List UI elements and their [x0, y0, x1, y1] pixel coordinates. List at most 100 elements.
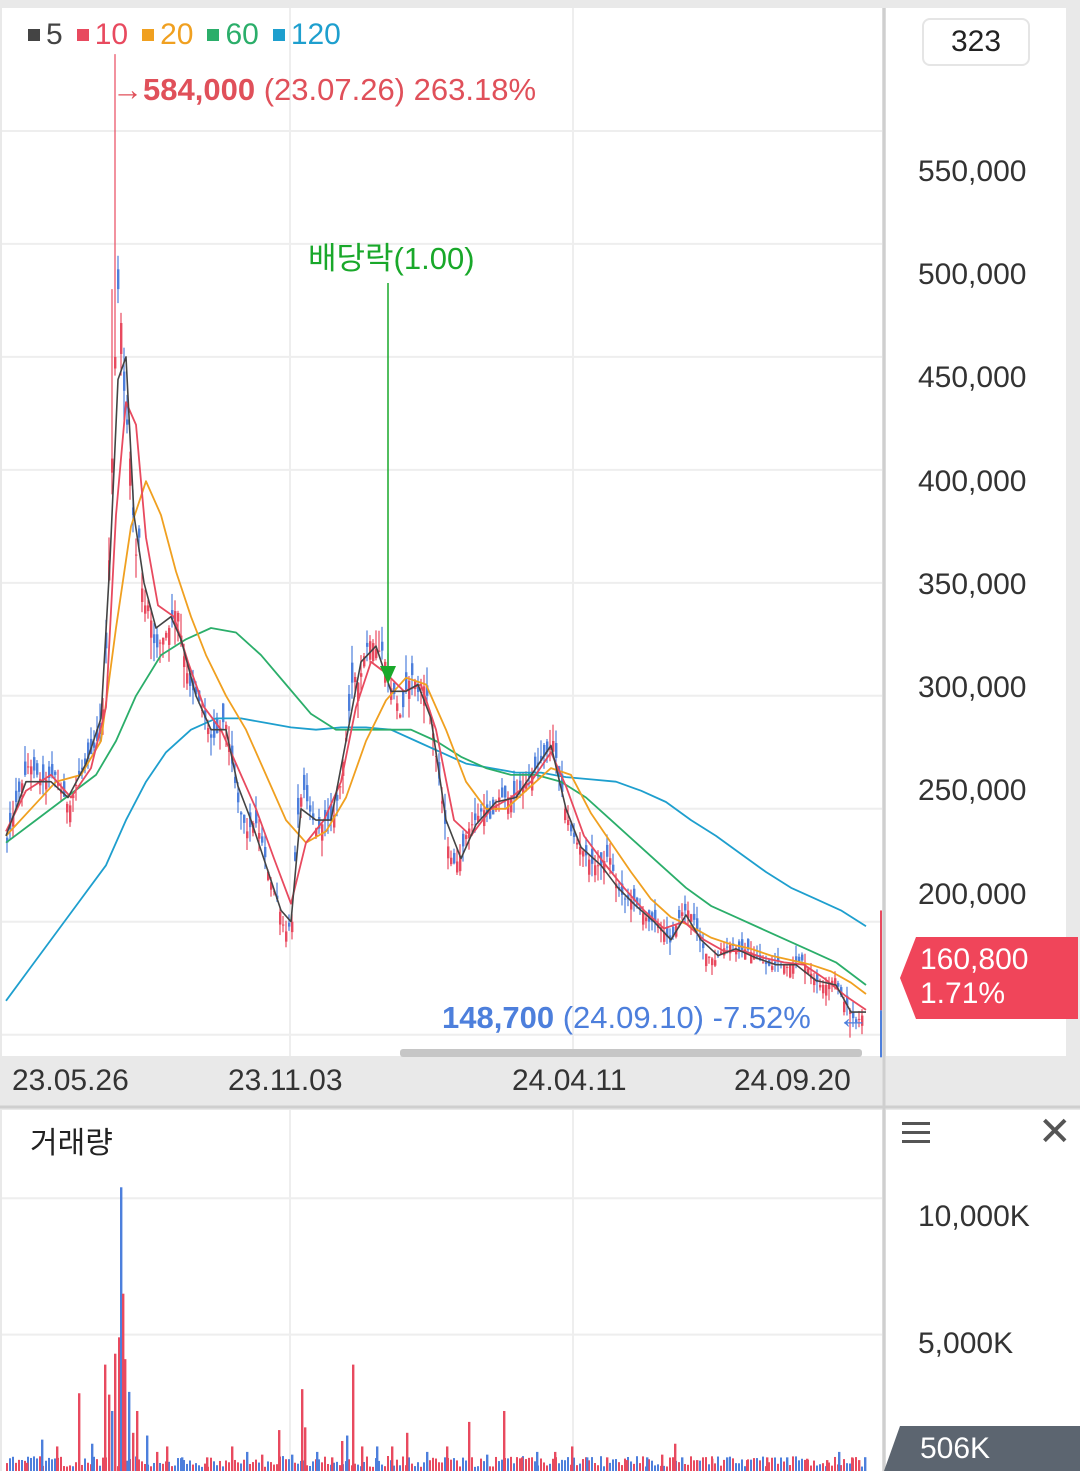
volume-bar	[174, 1465, 176, 1471]
volume-bar	[198, 1465, 200, 1471]
candle-body	[825, 984, 828, 996]
candle-body	[747, 939, 750, 950]
candle-body	[402, 691, 405, 708]
candle-body	[411, 663, 414, 676]
candle-body	[81, 767, 84, 770]
y-tick-label: 500,000	[918, 258, 1027, 291]
volume-bar	[346, 1435, 349, 1471]
volume-bar	[255, 1459, 257, 1471]
candle-body	[642, 913, 645, 925]
volume-bar	[503, 1410, 506, 1471]
volume-bar	[138, 1459, 140, 1471]
candle-body	[831, 980, 834, 984]
low-price-annotation: 148,700 (24.09.10) -7.52% ←	[442, 1000, 869, 1036]
volume-bar	[336, 1461, 338, 1471]
volume-bar	[729, 1456, 731, 1471]
volume-bar	[663, 1465, 665, 1471]
candle-body	[702, 943, 705, 949]
volume-bar	[693, 1460, 695, 1471]
moving-average-line-ma120	[5, 717, 867, 1002]
candle-body	[36, 763, 39, 775]
volume-bar	[672, 1457, 674, 1471]
volume-bar	[45, 1460, 47, 1471]
candle-body	[549, 746, 552, 750]
volume-bar	[81, 1464, 83, 1471]
volume-bar	[561, 1459, 563, 1471]
volume-bar	[6, 1463, 8, 1471]
candle-body	[369, 641, 372, 660]
candle-body	[453, 852, 456, 864]
volume-bar	[531, 1457, 533, 1471]
candle-body	[258, 832, 261, 839]
candle-body	[666, 926, 669, 937]
moving-average-legend[interactable]: 5 10 20 60 120	[28, 18, 341, 52]
candle-body	[204, 710, 207, 719]
volume-bar	[417, 1462, 419, 1471]
candle-body	[72, 795, 75, 799]
candle-body	[504, 785, 507, 798]
legend-item-ma5[interactable]: 5	[28, 18, 63, 52]
candle-body	[555, 743, 558, 758]
candle-body	[24, 761, 27, 775]
candle-body	[336, 794, 339, 801]
candle-body	[828, 983, 831, 990]
candle-body	[270, 882, 273, 890]
candle-body	[186, 673, 189, 684]
volume-bar	[136, 1410, 139, 1471]
hamburger-menu-icon[interactable]	[902, 1122, 930, 1149]
volume-bar	[626, 1460, 629, 1471]
legend-label-ma120: 120	[290, 18, 341, 51]
volume-bar	[477, 1466, 479, 1471]
volume-bar	[528, 1457, 530, 1471]
volume-bar	[456, 1460, 458, 1471]
high-price-annotation: →584,000 (23.07.26) 263.18%	[112, 72, 536, 108]
candle-body	[822, 984, 825, 994]
volume-bar	[810, 1465, 812, 1471]
volume-bar	[438, 1462, 440, 1471]
moving-average-line-ma5	[5, 356, 866, 1013]
price-panel[interactable]	[2, 8, 882, 1056]
volume-bar	[687, 1464, 689, 1471]
volume-bar	[714, 1463, 716, 1471]
volume-bar	[828, 1462, 830, 1471]
volume-bar	[75, 1462, 77, 1471]
legend-item-ma120[interactable]: 120	[272, 18, 341, 52]
candle-body	[372, 643, 375, 661]
volume-bar	[21, 1459, 23, 1471]
low-price-value: 148,700	[442, 1000, 555, 1035]
candle-body	[678, 910, 681, 918]
legend-item-ma20[interactable]: 20	[142, 18, 193, 52]
volume-bar	[492, 1466, 494, 1471]
moving-average-line-ma60	[5, 627, 867, 986]
legend-item-ma10[interactable]: 10	[76, 18, 128, 52]
volume-bar	[774, 1457, 776, 1471]
candle-body	[513, 780, 516, 798]
volume-bar	[783, 1461, 785, 1471]
volume-bar	[261, 1454, 264, 1471]
volume-panel[interactable]	[2, 1110, 882, 1471]
volume-bar	[132, 1432, 135, 1471]
candle-body	[18, 781, 21, 792]
candle-body	[846, 995, 849, 1006]
volume-bar	[444, 1457, 446, 1471]
legend-item-ma60[interactable]: 60	[207, 18, 259, 52]
candle-body	[579, 846, 582, 855]
candle-body	[405, 672, 408, 691]
volume-bar	[84, 1458, 86, 1471]
volume-bar	[219, 1460, 221, 1471]
volume-bar	[552, 1458, 554, 1471]
volume-bar	[402, 1456, 404, 1471]
volume-tick-label: 5,000K	[918, 1327, 1014, 1360]
volume-bar	[294, 1462, 296, 1471]
moving-average-line-ma20	[5, 480, 867, 995]
period-count-box[interactable]: 323	[922, 18, 1030, 66]
volume-bar	[414, 1466, 416, 1471]
volume-bar	[723, 1459, 725, 1471]
candle-body	[624, 898, 627, 900]
volume-bar	[507, 1458, 509, 1471]
volume-bar	[851, 1457, 854, 1471]
volume-bar	[591, 1457, 593, 1471]
candle-body	[633, 888, 636, 901]
volume-bar	[33, 1456, 35, 1471]
close-icon[interactable]: ✕	[1038, 1110, 1072, 1154]
